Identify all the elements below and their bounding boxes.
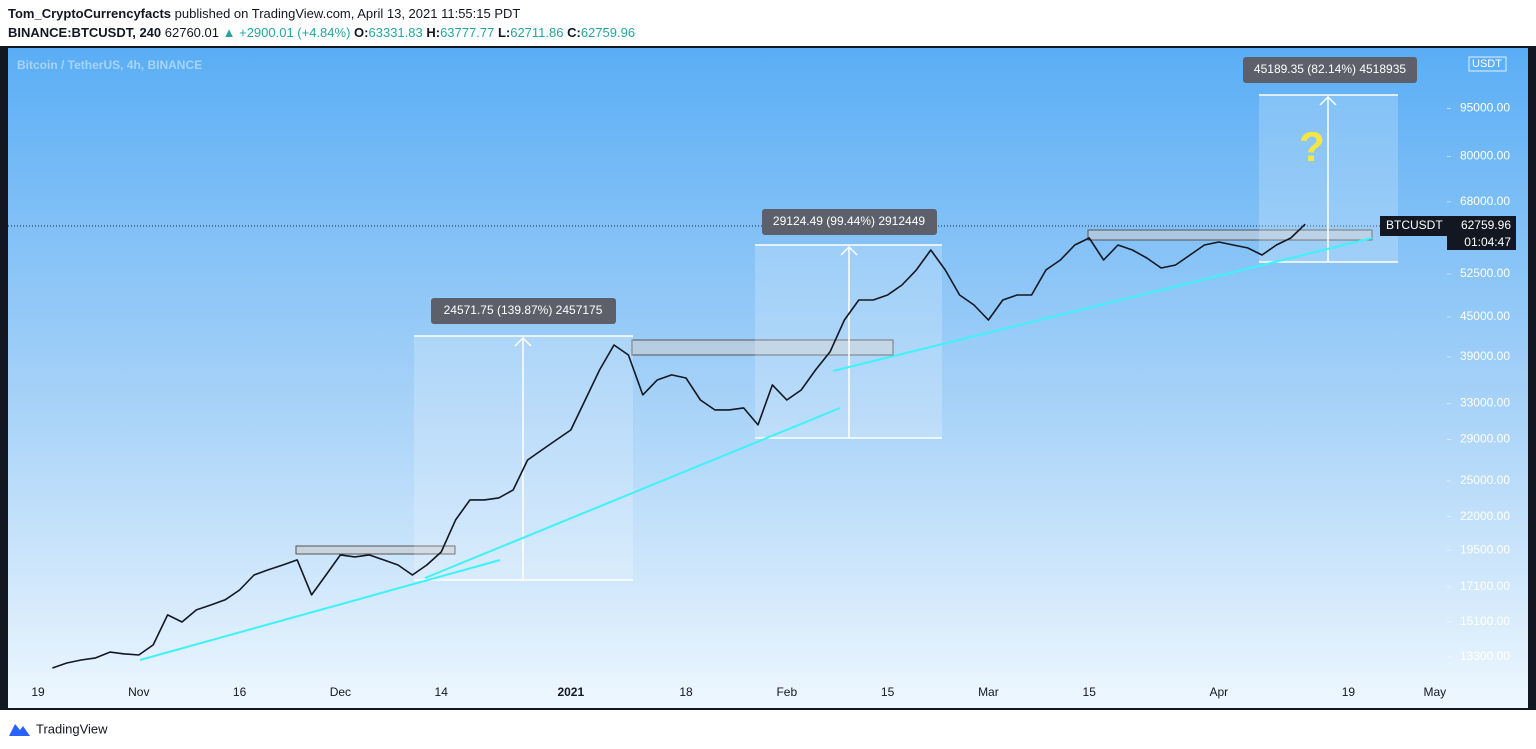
y-tick-label: 29000.00 (1460, 432, 1510, 446)
published: published on TradingView.com, April 13, … (174, 6, 521, 21)
currency: USDT (1472, 58, 1502, 70)
x-tick-label: 14 (435, 685, 449, 699)
y-tick-label: 19500.00 (1460, 542, 1510, 556)
price-tag-symbol: BTCUSDT (1386, 218, 1443, 232)
x-tick-label: Mar (978, 685, 999, 699)
x-tick-label: 2021 (557, 685, 584, 699)
x-tick-label: 19 (1342, 685, 1356, 699)
countdown: 01:04:47 (1464, 235, 1511, 249)
l-label: L: (497, 25, 511, 40)
last: 62760.01 (164, 25, 219, 40)
trendlines (139, 237, 1373, 661)
marks: 13300.00 15100.00 17100.00 19500.00 22000.00… (31, 101, 1510, 700)
x-tick-label: Feb (776, 685, 797, 699)
watermark: Bitcoin / TetherUS, 4h, BINANCE (17, 58, 202, 72)
symbol: BINANCE:BTCUSDT, 240 (8, 25, 162, 40)
x-tick-label: May (1423, 685, 1446, 699)
measure-label: 45189.35 (82.14%) 4518935 (1254, 62, 1406, 76)
header: Tom_CryptoCurrencyfacts published on Tra… (8, 4, 635, 42)
measure-label-box (762, 209, 937, 235)
question-mark: ? (1299, 123, 1325, 170)
y-tick-label: 15100.00 (1460, 614, 1510, 628)
y-tick-label: 95000.00 (1460, 101, 1510, 115)
x-tick-label: Apr (1209, 685, 1228, 699)
zone (1087, 229, 1373, 241)
y-tick-label: 45000.00 (1460, 309, 1510, 323)
zone (631, 339, 894, 356)
y-tick-label: 13300.00 (1460, 649, 1510, 663)
c-label: C: (567, 25, 581, 40)
price-line-series (52, 223, 1306, 669)
y-tick-label: 22000.00 (1460, 509, 1510, 523)
measure-label-box (431, 298, 616, 324)
header-line-2: BINANCE:BTCUSDT, 240 62760.01 ▲ +2900.01… (8, 23, 635, 42)
o-label: O: (354, 25, 369, 40)
currency-box (1468, 56, 1507, 72)
x-tick-label: Dec (330, 685, 351, 699)
x-tick-label: Nov (128, 685, 149, 699)
low: 62711.86 (510, 25, 564, 40)
h-label: H: (426, 25, 441, 40)
x-tick-label: 19 (31, 685, 45, 699)
price-tag (1380, 216, 1516, 236)
close: 62759.96 (580, 25, 636, 40)
measure-label-box (1243, 57, 1417, 83)
x-tick-label: 15 (881, 685, 895, 699)
y-tick-label: 39000.00 (1460, 349, 1510, 363)
y-tick-label: 17100.00 (1460, 579, 1510, 593)
open: 63331.83 (368, 25, 423, 40)
header-line-1: Tom_CryptoCurrencyfacts published on Tra… (8, 4, 635, 23)
measure-label: 24571.75 (139.87%) 2457175 (444, 303, 603, 317)
measure-label: 29124.49 (99.44%) 2912449 (773, 214, 925, 228)
y-tick-label: 68000.00 (1460, 194, 1510, 208)
brand: TradingView (36, 721, 108, 736)
plot-background (8, 48, 1528, 708)
x-tick-label: 18 (679, 685, 693, 699)
countdown-box (1447, 236, 1516, 250)
x-tick-label: 16 (233, 685, 247, 699)
author: Tom_CryptoCurrencyfacts (8, 6, 172, 21)
y-tick-label: 80000.00 (1460, 149, 1510, 163)
y-tick-label: 33000.00 (1460, 396, 1510, 410)
change: ▲ +2900.01 (+4.84%) (222, 25, 351, 40)
x-tick-label: 15 (1083, 685, 1097, 699)
y-tick-label: 52500.00 (1460, 266, 1510, 280)
price-tag-price: 62759.96 (1461, 218, 1511, 232)
y-tick-label: 25000.00 (1460, 473, 1510, 487)
logo (9, 724, 30, 736)
zone (295, 545, 456, 555)
high: 63777.77 (440, 25, 495, 40)
